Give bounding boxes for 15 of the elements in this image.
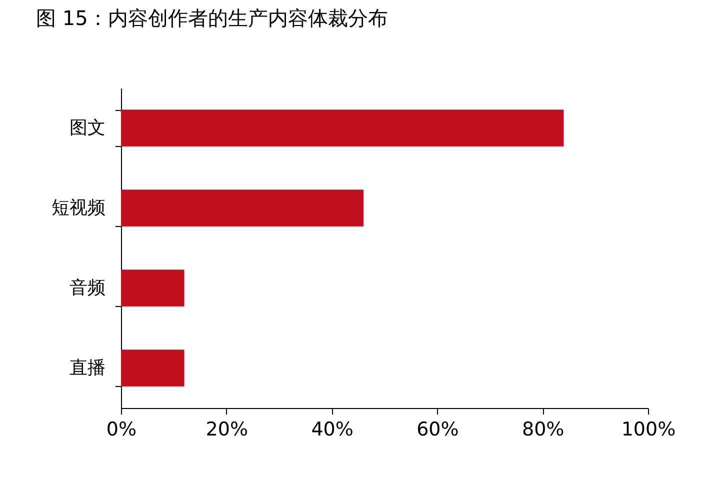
x-tick-label: 40%: [311, 418, 354, 440]
y-tick-label: 音频: [70, 278, 106, 298]
x-tick-label: 20%: [206, 418, 248, 440]
chart-title: 图 15：内容创作者的生产内容体裁分布: [36, 6, 388, 30]
bar: [121, 110, 564, 146]
bar: [121, 270, 184, 306]
y-tick-label: 图文: [70, 118, 106, 138]
bar: [121, 350, 184, 386]
x-tick-label: 80%: [522, 418, 564, 440]
y-tick-label: 直播: [70, 358, 106, 378]
bar: [121, 190, 364, 226]
x-tick-label: 60%: [416, 418, 459, 440]
y-tick-label: 短视频: [52, 198, 106, 218]
x-tick-label: 100%: [621, 418, 676, 440]
x-tick-label: 0%: [106, 418, 137, 440]
